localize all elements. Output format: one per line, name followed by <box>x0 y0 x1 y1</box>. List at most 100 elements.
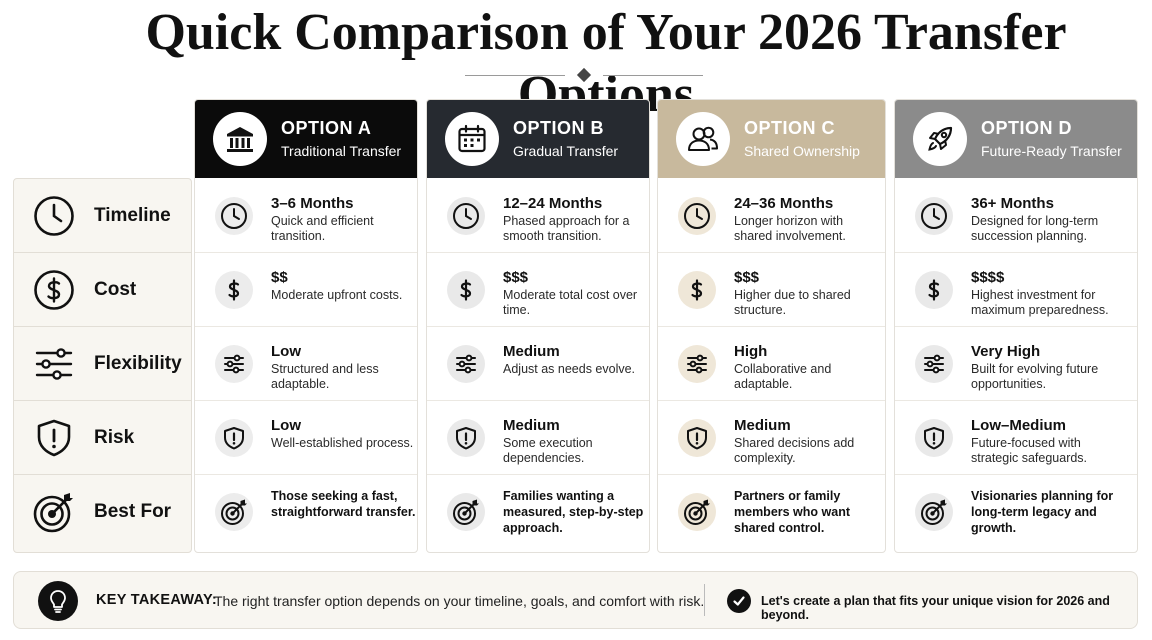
option-title: OPTION B <box>513 118 605 138</box>
timeline-desc: Longer horizon with shared involvement. <box>734 214 846 243</box>
risk-value: Medium <box>503 417 560 434</box>
cost-desc: Higher due to shared structure. <box>734 288 851 317</box>
timeline-desc: Phased approach for a smooth transition. <box>503 214 630 243</box>
cost-cell: $$$ Higher due to shared structure. <box>658 253 885 327</box>
clock-icon <box>915 197 953 235</box>
cost-value: $$$ <box>503 269 529 286</box>
shield-alert-icon <box>915 419 953 457</box>
cost-desc: Moderate total cost over time. <box>503 288 638 317</box>
flexibility-cell: Low Structured and less adaptable. <box>195 327 417 401</box>
cost-value: $$$ <box>734 269 760 286</box>
target-icon <box>915 493 953 531</box>
row-label-cost: Cost <box>14 253 191 327</box>
timeline-cell: 24–36 Months Longer horizon with shared … <box>658 179 885 253</box>
clock-icon <box>215 197 253 235</box>
cost-cell: $$$$ Highest investment for maximum prep… <box>895 253 1137 327</box>
cost-desc: Moderate upfront costs. <box>271 288 403 302</box>
sliders-icon <box>915 345 953 383</box>
ornament-line-right <box>603 75 703 76</box>
shield-alert-icon <box>678 419 716 457</box>
row-label-text: Cost <box>94 278 137 300</box>
row-label-risk: Risk <box>14 401 191 475</box>
risk-cell: Medium Shared decisions add complexity. <box>658 401 885 475</box>
row-label-text: Risk <box>94 426 135 448</box>
flexibility-desc: Collaborative and adaptable. <box>734 362 832 391</box>
risk-desc: Well-established process. <box>271 436 414 450</box>
timeline-cell: 12–24 Months Phased approach for a smoot… <box>427 179 649 253</box>
timeline-cell: 3–6 Months Quick and efficient transitio… <box>195 179 417 253</box>
option-card-c: OPTION C Shared Ownership 24–36 Months L… <box>657 99 886 553</box>
cost-cell: $$ Moderate upfront costs. <box>195 253 417 327</box>
best-for-cell: Partners or family members who want shar… <box>658 475 885 549</box>
flexibility-desc: Adjust as needs evolve. <box>503 362 636 376</box>
dollar-icon <box>915 271 953 309</box>
dollar-icon <box>215 271 253 309</box>
flexibility-desc: Built for evolving future opportunities. <box>971 362 1099 391</box>
bank-icon <box>213 112 267 166</box>
timeline-desc: Quick and efficient transition. <box>271 214 374 243</box>
best-for-cell: Families wanting a measured, step-by-ste… <box>427 475 649 549</box>
option-header: OPTION C Shared Ownership <box>658 100 885 178</box>
timeline-value: 36+ Months <box>971 195 1054 212</box>
takeaway-label: KEY TAKEAWAY: <box>96 592 217 608</box>
sliders-icon <box>447 345 485 383</box>
risk-value: Low–Medium <box>971 417 1067 434</box>
row-labels-column: Timeline Cost Flexibility Risk Best For <box>13 178 192 553</box>
best-for-text: Those seeking a fast, straightforward tr… <box>271 489 416 519</box>
rocket-icon <box>913 112 967 166</box>
calendar-icon <box>445 112 499 166</box>
row-label-timeline: Timeline <box>14 179 191 253</box>
clock-icon <box>32 194 76 238</box>
flexibility-desc: Structured and less adaptable. <box>271 362 379 391</box>
risk-cell: Low–Medium Future-focused with strategic… <box>895 401 1137 475</box>
flexibility-cell: Very High Built for evolving future oppo… <box>895 327 1137 401</box>
option-subtitle: Shared Ownership <box>744 143 860 159</box>
flexibility-cell: High Collaborative and adaptable. <box>658 327 885 401</box>
flexibility-value: Medium <box>503 343 560 360</box>
risk-desc: Some execution dependencies. <box>503 436 593 465</box>
clock-icon <box>447 197 485 235</box>
best-for-text: Visionaries planning for long-term legac… <box>971 489 1114 535</box>
option-header: OPTION B Gradual Transfer <box>427 100 649 178</box>
cost-cell: $$$ Moderate total cost over time. <box>427 253 649 327</box>
option-subtitle: Gradual Transfer <box>513 143 619 159</box>
ornament-diamond <box>576 67 592 83</box>
target-icon <box>447 493 485 531</box>
ornament-line-left <box>465 75 565 76</box>
title-ornament <box>0 67 1152 84</box>
shield-alert-icon <box>215 419 253 457</box>
takeaway-text: The right transfer option depends on you… <box>214 593 705 609</box>
key-takeaway-banner: KEY TAKEAWAY: The right transfer option … <box>13 571 1138 629</box>
row-label-text: Timeline <box>94 204 171 226</box>
best-for-text: Partners or family members who want shar… <box>734 489 850 535</box>
timeline-value: 12–24 Months <box>503 195 603 212</box>
shield-alert-icon <box>447 419 485 457</box>
option-header: OPTION A Traditional Transfer <box>195 100 417 178</box>
page-title: Quick Comparison of Your 2026 Transfer O… <box>145 4 1067 123</box>
risk-desc: Shared decisions add complexity. <box>734 436 855 465</box>
target-icon <box>32 490 76 534</box>
cost-desc: Highest investment for maximum preparedn… <box>971 288 1109 317</box>
dollar-icon <box>447 271 485 309</box>
flexibility-cell: Medium Adjust as needs evolve. <box>427 327 649 401</box>
risk-cell: Low Well-established process. <box>195 401 417 475</box>
flexibility-value: Low <box>271 343 301 360</box>
people-icon <box>676 112 730 166</box>
best-for-text: Families wanting a measured, step-by-ste… <box>503 489 644 535</box>
flexibility-value: High <box>734 343 768 360</box>
target-icon <box>678 493 716 531</box>
shield-alert-icon <box>32 416 76 460</box>
lightbulb-icon <box>38 581 78 621</box>
takeaway-divider <box>704 584 705 616</box>
option-card-b: OPTION B Gradual Transfer 12–24 Months P… <box>426 99 650 553</box>
timeline-value: 3–6 Months <box>271 195 354 212</box>
risk-cell: Medium Some execution dependencies. <box>427 401 649 475</box>
clock-icon <box>678 197 716 235</box>
risk-value: Low <box>271 417 301 434</box>
cost-value: $$$$ <box>971 269 1005 286</box>
option-subtitle: Future-Ready Transfer <box>981 143 1122 159</box>
option-card-a: OPTION A Traditional Transfer 3–6 Months… <box>194 99 418 553</box>
risk-value: Medium <box>734 417 791 434</box>
dollar-icon <box>32 268 76 312</box>
option-title: OPTION C <box>744 118 836 138</box>
